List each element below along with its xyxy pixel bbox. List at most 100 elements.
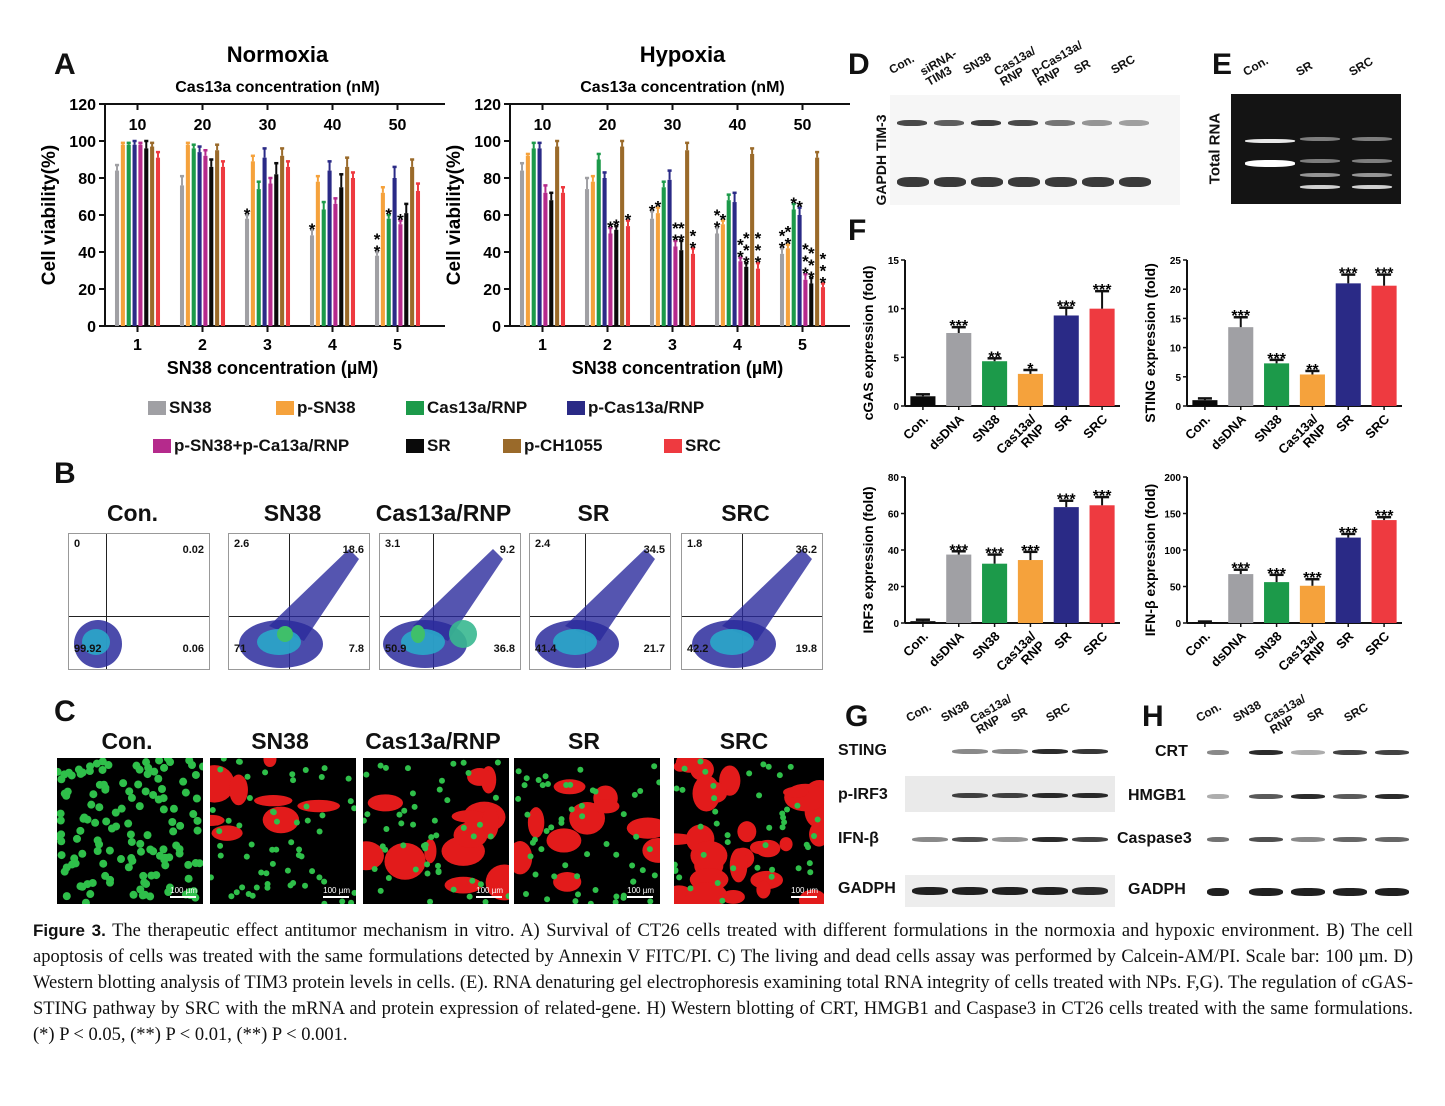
ifnb-expression-chart: 0 50 100 150 200 IFN-β expression (fold) Con. *… [1142, 473, 1402, 674]
lane-label: SR [1293, 58, 1315, 79]
live-cell [477, 881, 484, 888]
live-cell [263, 870, 270, 877]
y-tick-label: 80 [888, 473, 900, 484]
live-cell [579, 813, 586, 820]
live-cell [79, 814, 88, 823]
live-cell [181, 788, 190, 797]
live-cell [603, 841, 610, 848]
top-axis-label: Cas13a concentration (nM) [175, 79, 379, 96]
gapdh-band [971, 177, 1003, 187]
dead-cell [729, 848, 748, 883]
x-tick-label: 3 [263, 337, 272, 354]
lane-label: Con. [886, 51, 917, 77]
live-cell [436, 786, 443, 793]
protein-band [1207, 794, 1229, 799]
live-cell [290, 777, 297, 784]
micrograph-title: Con. [101, 728, 153, 754]
x-tick-label-line: SR [1051, 628, 1075, 652]
live-cell [589, 787, 596, 794]
live-cell [117, 804, 126, 813]
significance-mark: * [649, 201, 656, 220]
flow-plot-title: SN38 [263, 500, 322, 526]
x-tick-label: SRC [1080, 411, 1110, 441]
x-tick-label: 5 [798, 337, 807, 354]
density-plot [74, 620, 122, 668]
live-cell [127, 793, 136, 802]
live-cell [674, 867, 679, 874]
flow-plot: 2.4 34.5 41.4 21.7 [529, 533, 671, 670]
bar [661, 187, 666, 326]
y-tick-label: 80 [78, 171, 96, 188]
significance-mark: * [607, 218, 614, 237]
live-cell [431, 817, 438, 824]
legend-item: p-CH1055 [503, 436, 602, 456]
live-cell [236, 822, 243, 829]
live-cell [674, 861, 678, 868]
live-cell [195, 859, 203, 868]
live-cell [172, 841, 181, 850]
x-tick-label-line: SN38 [1251, 412, 1285, 446]
y-tick-label: 40 [483, 245, 501, 262]
significance-mark: *** [1375, 266, 1394, 283]
live-cell [99, 859, 108, 868]
y-axis-label: cGAS expression (fold) [860, 266, 876, 421]
live-cell [185, 887, 194, 896]
significance-mark: * [790, 194, 797, 213]
top-tick-label: 40 [729, 117, 747, 134]
density-plot [692, 549, 812, 668]
live-cell [427, 898, 434, 904]
significance-mark: * [244, 205, 251, 224]
blot-row-label: GADPH [1128, 881, 1186, 898]
bar [584, 189, 590, 326]
dead-cell [514, 841, 533, 875]
bar [132, 144, 137, 326]
protein-band [1249, 750, 1283, 755]
lane-label: Con. [1240, 53, 1271, 79]
significance-mark: * [672, 219, 679, 238]
live-cell [620, 811, 627, 818]
significance-mark: * [820, 261, 827, 280]
live-cell [424, 870, 431, 877]
live-cell [781, 819, 788, 826]
significance-mark: * [802, 240, 809, 259]
scale-bar-label: 100 µm [476, 886, 503, 895]
legend-label: p-CH1055 [524, 436, 603, 455]
live-cell [321, 765, 328, 772]
quadrant-value-lr: 7.8 [348, 643, 364, 655]
significance-mark: * [743, 241, 750, 260]
live-cell [319, 812, 326, 819]
dead-cell [210, 814, 225, 826]
live-cell [262, 769, 269, 776]
significance-mark: * [690, 238, 697, 257]
live-cell [269, 860, 276, 867]
panel-label-c: C [54, 695, 76, 728]
top-tick-label: 20 [599, 117, 617, 134]
bar [138, 144, 143, 326]
live-cell [141, 787, 150, 796]
rna-band [1352, 137, 1392, 141]
top-tick-label: 50 [794, 117, 812, 134]
live-cell [57, 837, 66, 846]
y-tick-label: 10 [888, 305, 900, 316]
dead-cell [384, 842, 426, 880]
x-axis-label: SN38 concentration (µM) [167, 358, 378, 378]
x-tick-label: dsDNA [1208, 411, 1250, 453]
protein-band [1333, 837, 1367, 842]
live-cell [89, 790, 98, 799]
legend-item: p-SN38 [276, 398, 356, 418]
live-cell [309, 868, 316, 875]
bar [1228, 327, 1254, 406]
live-cell [409, 790, 416, 797]
dead-cell [721, 889, 745, 904]
dead-cell [546, 828, 582, 853]
y-tick-label: 150 [1164, 510, 1181, 521]
tim3-band [1119, 120, 1149, 126]
live-cell [713, 820, 720, 827]
live-cell [70, 854, 79, 863]
bar [350, 178, 356, 326]
micrograph: 100 µm [210, 758, 356, 904]
live-cell [656, 779, 660, 786]
protein-band [1072, 887, 1108, 895]
significance-mark: * [385, 205, 392, 224]
live-cell [487, 833, 494, 840]
